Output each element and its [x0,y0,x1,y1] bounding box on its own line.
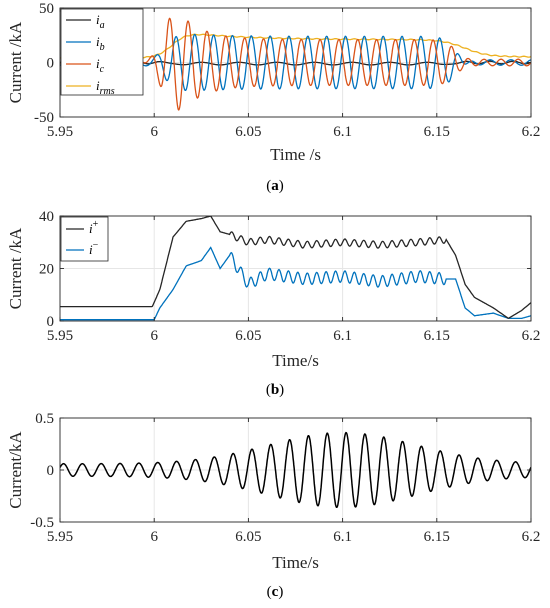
x-tick-label: 6.1 [333,124,352,140]
plot-area [60,431,531,509]
x-tick-label: 5.95 [47,328,73,344]
legend: i+ i− [60,216,109,262]
x-tick-label: 6.15 [424,529,450,545]
legend-entry-c: ic [96,56,105,75]
panel-caption: (a) [266,178,284,194]
x-tick-label: 6 [150,529,158,545]
panel-caption: (b) [266,382,284,398]
x-tick-label: 5.95 [47,124,73,140]
x-tick-label: 6.2 [522,124,541,140]
chart-panel-c: 5.95 6 6.05 6.1 6.15 6.2 -0.5 0 0.5 Time/s Current… [6,411,540,600]
plot-area [60,216,531,321]
x-tick-label: 6.15 [424,328,450,344]
y-tick-label: 20 [39,262,54,278]
x-tick-label: 6.05 [235,328,261,344]
panel-caption-letter: b [271,382,279,398]
x-tick-label: 6.1 [333,529,352,545]
x-axis-label: Time /s [270,145,321,164]
y-axis-label: Current /kA [6,227,25,309]
y-tick-label: 0 [47,314,55,330]
y-tick-label: -50 [34,110,54,126]
chart-panel-b: 5.95 6 6.05 6.1 6.15 6.2 0 20 40 Time/s Current /k… [6,209,540,398]
y-tick-label: 40 [39,209,54,225]
legend-entry-negative: i− [89,240,99,257]
legend-entry-rms: irms [96,78,115,97]
x-tick-label: 5.95 [47,529,73,545]
legend-box [60,216,109,262]
legend-entry-a: ia [96,12,105,31]
y-tick-label: 0.5 [35,411,54,427]
x-tick-label: 6.15 [424,124,450,140]
x-axis-label: Time/s [272,351,319,370]
legend-box [60,8,144,96]
panel-caption: (c) [267,584,284,600]
x-tick-label: 6.05 [235,529,261,545]
y-axis-label: Current/kA [6,431,25,509]
chart-panel-a: 5.95 6 6.05 6.1 6.15 6.2 -50 0 50 Time /s Current … [6,1,540,194]
x-tick-label: 6.2 [522,328,541,344]
panel-caption-letter: a [271,178,279,194]
x-axis-label: Time/s [272,553,319,572]
x-tick-label: 6.05 [235,124,261,140]
series-line-negative [60,246,531,321]
x-tick-label: 6 [150,328,158,344]
x-tick-label: 6.2 [522,529,541,545]
y-tick-label: 0 [47,463,55,479]
y-axis-label: Current /kA [6,21,25,103]
legend: ia ib ic irms [60,8,144,97]
x-tick-label: 6.1 [333,328,352,344]
legend-entry-positive: i+ [89,219,99,236]
series-line-positive [60,216,531,319]
legend-entry-b: ib [96,34,105,53]
y-tick-label: 0 [47,56,55,72]
x-tick-label: 6 [150,124,158,140]
y-tick-label: -0.5 [30,515,54,531]
panel-caption-letter: c [272,584,279,600]
y-tick-label: 50 [39,1,54,17]
series-line [60,431,531,509]
